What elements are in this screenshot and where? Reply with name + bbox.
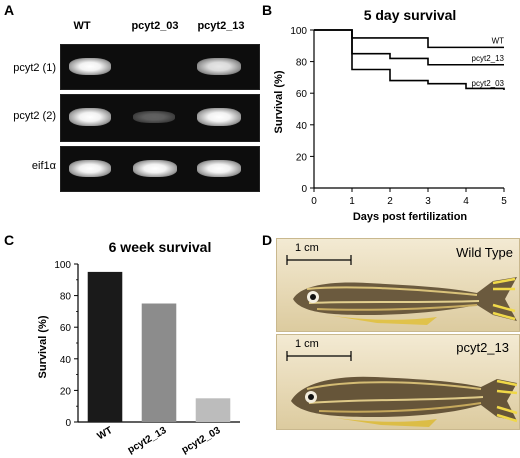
- gel-band-2-pcyt2-13: [197, 108, 241, 126]
- chart-c-title: 6 week survival: [109, 239, 212, 255]
- fish-wild-type-image: [293, 277, 517, 325]
- chart-b-x-tick-label: 4: [463, 196, 469, 207]
- chart-b-y-tick-label: 100: [290, 26, 307, 37]
- gel-band-1-wt: [69, 58, 111, 75]
- gel-lane-label-wt: WT: [73, 20, 91, 32]
- chart-c-y-tick-label: 40: [60, 355, 72, 366]
- photo-label-pcyt2-13: pcyt2_13: [456, 340, 509, 355]
- gel-panel-2: [60, 94, 260, 142]
- gel-row-label-2: pcyt2 (2): [13, 110, 56, 122]
- chart-b-y-tick-label: 20: [296, 152, 308, 163]
- chart-b-x-tick-label: 0: [311, 196, 317, 207]
- bar-pcyt2-13: [141, 303, 177, 422]
- chart-b-y-tick-label: 0: [301, 184, 307, 195]
- scale-bar-label-2: 1 cm: [295, 338, 319, 350]
- gel-band-2-pcyt2-03: [133, 111, 175, 123]
- bar-wt: [87, 271, 123, 422]
- chart-b-x-tick-label: 5: [501, 196, 507, 207]
- fish-photo-wild-type: Wild Type 1 cm: [276, 238, 520, 332]
- chart-b-x-tick-label: 1: [349, 196, 355, 207]
- gel-row-label-3: eif1α: [31, 160, 56, 172]
- survival-6-week-chart: 6 week survival Survival (%) 0 20 40 60 80 10…: [37, 239, 240, 456]
- chart-c-y-tick-label: 20: [60, 386, 72, 397]
- panel-d-letter: D: [262, 232, 273, 248]
- scale-bar-label-1: 1 cm: [295, 242, 319, 254]
- chart-c-y-tick-label: 100: [54, 260, 71, 271]
- chart-b-plot: 0 20 40 60 80 100 0 1 2 3 4 5 WT pcyt2_13 pcyt2_03: [290, 26, 507, 207]
- chart-b-x-tick-label: 3: [425, 196, 431, 207]
- gel-lane-label-pcyt2-13: pcyt2_13: [197, 20, 245, 32]
- photo-label-wild-type: Wild Type: [456, 245, 513, 260]
- gel-band-3-wt: [69, 160, 111, 177]
- chart-c-ylabel: Survival (%): [37, 315, 49, 378]
- panel-a-letter: A: [4, 2, 15, 18]
- chart-c-y-tick-label: 0: [65, 418, 71, 429]
- gel-lane-label-pcyt2-03: pcyt2_03: [131, 20, 179, 32]
- series-line-wt: [314, 29, 504, 49]
- panel-b-letter: B: [262, 2, 273, 18]
- panel-c-letter: C: [4, 232, 15, 248]
- chart-b-title: 5 day survival: [364, 7, 457, 23]
- series-label-wt: WT: [492, 36, 505, 45]
- chart-b-x-tick-label: 2: [387, 196, 393, 207]
- chart-b-xlabel: Days post fertilization: [353, 211, 468, 223]
- chart-b-ylabel: Survival (%): [273, 70, 285, 133]
- gel-row-label-1: pcyt2 (1): [13, 62, 56, 74]
- gel-band-3-pcyt2-03: [133, 160, 177, 177]
- gel-panel-3: [60, 146, 260, 192]
- gel-band-1-pcyt2-13: [197, 58, 241, 75]
- fish-photo-pcyt2-13: pcyt2_13 1 cm: [276, 334, 520, 430]
- gel-band-2-wt: [69, 108, 111, 126]
- chart-c-plot: 0 20 40 60 80 100 WT pcyt2_13 pcyt2_03: [54, 260, 240, 456]
- chart-b-y-tick-label: 40: [296, 121, 308, 132]
- bar-label-pcyt2-03: pcyt2_03: [180, 425, 223, 456]
- bar-label-pcyt2-13: pcyt2_13: [126, 425, 169, 456]
- gel-panel-1: [60, 44, 260, 90]
- scale-bar-1: [286, 255, 352, 265]
- scale-bar-2: [286, 351, 352, 361]
- gel-band-3-pcyt2-13: [197, 160, 241, 177]
- fish-pcyt2-13-image: [291, 376, 518, 427]
- chart-c-y-tick-label: 80: [60, 292, 72, 303]
- bar-label-wt: WT: [96, 425, 115, 442]
- series-label-pcyt2-03: pcyt2_03: [472, 79, 505, 88]
- series-line-pcyt2-03: [314, 29, 505, 91]
- chart-b-y-tick-label: 80: [296, 58, 308, 69]
- chart-b-y-tick-label: 60: [296, 89, 308, 100]
- chart-c-y-tick-label: 60: [60, 323, 72, 334]
- survival-5-day-chart: 5 day survival Survival (%) Days post fe…: [273, 7, 507, 223]
- bar-pcyt2-03: [195, 398, 231, 422]
- series-label-pcyt2-13: pcyt2_13: [472, 54, 505, 63]
